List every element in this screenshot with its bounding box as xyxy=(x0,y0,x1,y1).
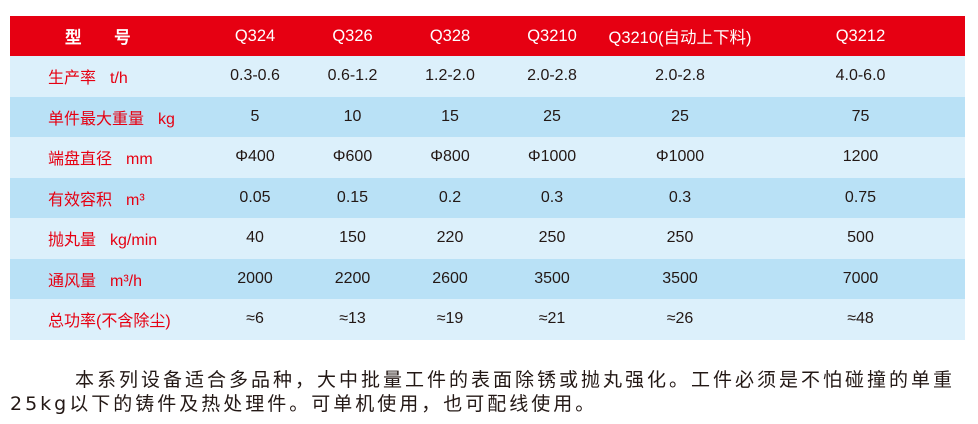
row-label-text: 总功率(不含除尘) xyxy=(48,313,171,331)
table-cell: 2.0-2.8 xyxy=(527,67,577,85)
table-row: 通风量 m³/h 2000 2200 2600 3500 3500 7000 xyxy=(10,258,965,300)
header-label: 型 号 xyxy=(65,29,145,47)
header-model: Q324 xyxy=(234,26,276,45)
table-cell: 0.3 xyxy=(668,188,692,206)
row-unit: m³/h xyxy=(110,272,143,290)
table-cell: 0.75 xyxy=(844,188,877,206)
table-cell: 150 xyxy=(339,229,366,247)
row-label: 抛丸量 kg/min xyxy=(10,218,205,259)
row-label: 生产率 t/h xyxy=(10,56,205,97)
table-cell: 25 xyxy=(671,107,689,125)
row-label-text: 抛丸量 xyxy=(48,232,97,250)
table-row: 生产率 t/h 0.3-0.6 0.6-1.2 1.2-2.0 2.0-2.8 2.0-2.… xyxy=(10,56,965,97)
table-row: 总功率(不含除尘) ≈6 ≈13 ≈19 ≈21 ≈26 ≈48 xyxy=(10,299,965,340)
description-line: 25kg以下的铸件及热处理件。可单机使用，也可配线使用。 xyxy=(10,393,598,415)
table-cell: ≈6 xyxy=(246,310,264,328)
table-row: 有效容积 m³ 0.05 0.15 0.2 0.3 0.3 0.75 xyxy=(10,177,965,219)
table-cell: ≈21 xyxy=(538,310,566,328)
table-cell: 0.6-1.2 xyxy=(327,67,378,85)
table-cell: 1.2-2.0 xyxy=(425,67,475,85)
row-label-text: 单件最大重量 xyxy=(48,110,145,128)
row-label: 有效容积 m³ xyxy=(10,178,205,219)
table-body: 生产率 t/h 0.3-0.6 0.6-1.2 1.2-2.0 2.0-2.8 2.0-2.… xyxy=(10,56,965,340)
table-cell: 2.0-2.8 xyxy=(655,67,705,85)
description-line: 本系列设备适合多品种，大中批量工件的表面除锈或抛丸强化。工件必须是不怕碰撞的单重 xyxy=(75,369,956,391)
table-cell: 7000 xyxy=(842,269,879,287)
spec-table: 型 号 Q324 Q326 Q328 Q3210 Q3210(自动上下料) Q3212 生产… xyxy=(10,16,965,340)
table-cell: 25 xyxy=(543,107,561,125)
table-row: 端盘直径 mm Φ400 Φ600 Φ800 Φ1000 Φ1000 1200 xyxy=(10,137,965,178)
table-row: 抛丸量 kg/min 40 150 220 250 250 500 xyxy=(10,218,965,259)
header-model: Q3210 xyxy=(527,26,577,45)
header-model: Q326 xyxy=(332,26,373,45)
row-label-text: 生产率 xyxy=(48,70,97,88)
header-model: Q3210(自动上下料) xyxy=(608,29,752,47)
row-label-text: 通风量 xyxy=(48,272,97,290)
header-model: Q3212 xyxy=(835,26,886,45)
table-cell: 2600 xyxy=(432,269,468,287)
row-unit: m³ xyxy=(126,191,145,209)
row-label: 单件最大重量 kg xyxy=(10,97,205,138)
table-row: 单件最大重量 kg 5 10 15 25 25 75 xyxy=(10,96,965,138)
table-cell: 1200 xyxy=(842,148,879,166)
table-cell: 5 xyxy=(250,107,260,125)
row-label: 端盘直径 mm xyxy=(10,137,205,178)
table-cell: ≈26 xyxy=(666,310,694,328)
row-label: 通风量 m³/h xyxy=(10,259,205,300)
table-cell: 220 xyxy=(436,229,464,247)
table-cell: 75 xyxy=(851,107,870,125)
table-cell: ≈48 xyxy=(847,310,874,328)
table-cell: 0.3-0.6 xyxy=(230,67,280,85)
header-row: 型 号 Q324 Q326 Q328 Q3210 Q3210(自动上下料) Q3212 xyxy=(10,16,965,56)
table-cell: 40 xyxy=(246,229,264,247)
table-cell: Φ600 xyxy=(332,148,373,166)
table-cell: Φ400 xyxy=(235,148,275,166)
row-unit: t/h xyxy=(110,70,128,88)
table-cell: Φ1000 xyxy=(655,148,705,166)
table-cell: 0.3 xyxy=(540,188,564,206)
table-cell: Φ800 xyxy=(430,148,470,166)
description: 本系列设备适合多品种，大中批量工件的表面除锈或抛丸强化。工件必须是不怕碰撞的单重… xyxy=(10,368,955,416)
table-cell: 500 xyxy=(847,229,874,247)
table-cell: 15 xyxy=(441,107,459,125)
table-cell: ≈13 xyxy=(339,310,366,328)
row-label-text: 有效容积 xyxy=(48,191,113,209)
row-unit: kg xyxy=(158,110,175,128)
table-cell: ≈19 xyxy=(436,310,464,328)
table-cell: 3500 xyxy=(662,269,698,287)
row-label: 总功率(不含除尘) xyxy=(10,299,205,340)
header-model: Q328 xyxy=(429,26,471,45)
table-cell: 0.15 xyxy=(336,188,369,206)
row-label-text: 端盘直径 xyxy=(48,151,113,169)
table-cell: 2200 xyxy=(334,269,371,287)
row-unit: kg/min xyxy=(110,232,158,250)
table-cell: 2000 xyxy=(237,269,273,287)
table-cell: 4.0-6.0 xyxy=(835,67,886,85)
table-cell: 250 xyxy=(666,229,694,247)
table-cell: 10 xyxy=(343,107,362,125)
table-cell: 250 xyxy=(538,229,566,247)
table-cell: Φ1000 xyxy=(527,148,577,166)
row-unit: mm xyxy=(126,151,153,169)
table-cell: 3500 xyxy=(534,269,570,287)
table-cell: 0.05 xyxy=(239,188,271,206)
table-cell: 0.2 xyxy=(438,188,462,206)
